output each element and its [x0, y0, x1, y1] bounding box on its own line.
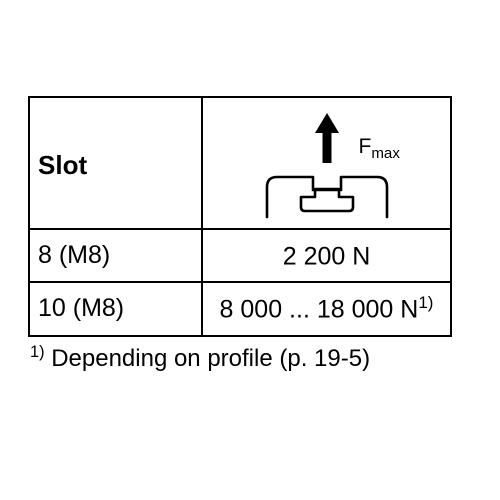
header-diagram-cell: Fmax — [202, 97, 451, 229]
slot-diagram-svg — [227, 109, 427, 221]
fmax-value-1: 8 000 ... 18 000 N — [220, 296, 419, 324]
fmax-note-1: 1) — [418, 293, 433, 312]
slot-cell-1: 10 (M8) — [29, 282, 202, 335]
header-slot-cell: Slot — [29, 97, 202, 229]
spec-table-container: Slot — [28, 96, 452, 373]
spec-table: Slot — [28, 96, 452, 337]
fmax-cell-0: 2 200 N — [202, 229, 451, 282]
slot-diagram: Fmax — [227, 109, 427, 219]
footnote-text: Depending on profile (p. 19-5) — [51, 345, 370, 372]
fmax-cell-1: 8 000 ... 18 000 N1) — [202, 282, 451, 335]
slot-cell-0: 8 (M8) — [29, 229, 202, 282]
fmax-value-0: 2 200 N — [283, 242, 371, 270]
fmax-label: Fmax — [359, 135, 400, 162]
profile-outline-icon — [267, 177, 387, 217]
header-row: Slot — [29, 97, 451, 229]
arrow-up-icon — [315, 113, 339, 163]
footnote-mark: 1) — [30, 343, 45, 361]
table-row: 10 (M8) 8 000 ... 18 000 N1) — [29, 282, 451, 335]
table-row: 8 (M8) 2 200 N — [29, 229, 451, 282]
footnote: 1) Depending on profile (p. 19-5) — [28, 343, 452, 373]
header-slot-label: Slot — [38, 147, 193, 180]
